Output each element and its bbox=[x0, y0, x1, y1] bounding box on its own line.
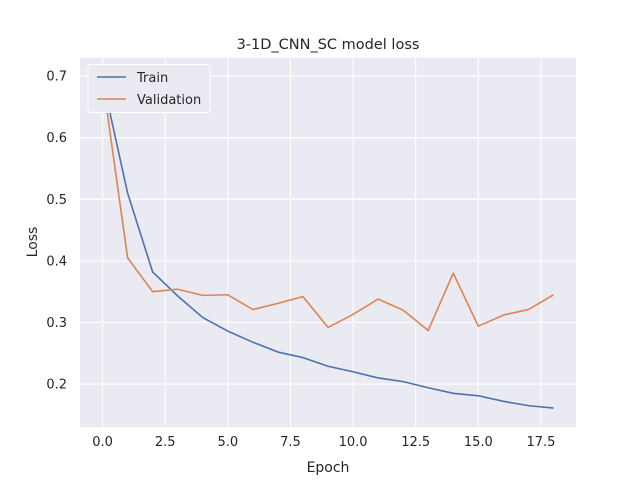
grid-lines bbox=[80, 57, 576, 428]
legend-train-label: Train bbox=[136, 71, 168, 86]
y-tick-labels: 0.2 0.3 0.4 0.5 0.6 0.7 bbox=[46, 70, 67, 393]
y-tick-label: 0.3 bbox=[46, 316, 67, 331]
series-lines bbox=[101, 78, 554, 409]
legend-validation-label: Validation bbox=[137, 93, 201, 108]
x-tick-label: 15.0 bbox=[464, 435, 493, 450]
chart-title: 3-1D_CNN_SC model loss bbox=[237, 37, 420, 53]
x-tick-label: 5.0 bbox=[217, 435, 238, 450]
x-tick-label: 17.5 bbox=[526, 435, 555, 450]
legend: Train Validation bbox=[87, 64, 211, 113]
series-line-validation bbox=[101, 79, 554, 332]
y-tick-label: 0.5 bbox=[46, 193, 67, 208]
x-tick-label: 2.5 bbox=[155, 435, 176, 450]
y-tick-label: 0.4 bbox=[46, 254, 67, 269]
x-tick-label: 0.0 bbox=[92, 435, 113, 450]
plot-background bbox=[80, 57, 576, 428]
y-tick-label: 0.6 bbox=[46, 131, 67, 146]
y-tick-label: 0.2 bbox=[46, 378, 67, 393]
series-line-train bbox=[101, 78, 554, 409]
x-tick-label: 7.5 bbox=[280, 435, 301, 450]
x-tick-label: 12.5 bbox=[401, 435, 430, 450]
x-tick-labels: 0.0 2.5 5.0 7.5 10.0 12.5 15.0 17.5 bbox=[92, 435, 555, 450]
x-tick-label: 10.0 bbox=[339, 435, 368, 450]
y-axis-title: Loss bbox=[25, 227, 41, 258]
x-axis-title: Epoch bbox=[307, 460, 350, 476]
y-tick-label: 0.7 bbox=[46, 70, 67, 85]
